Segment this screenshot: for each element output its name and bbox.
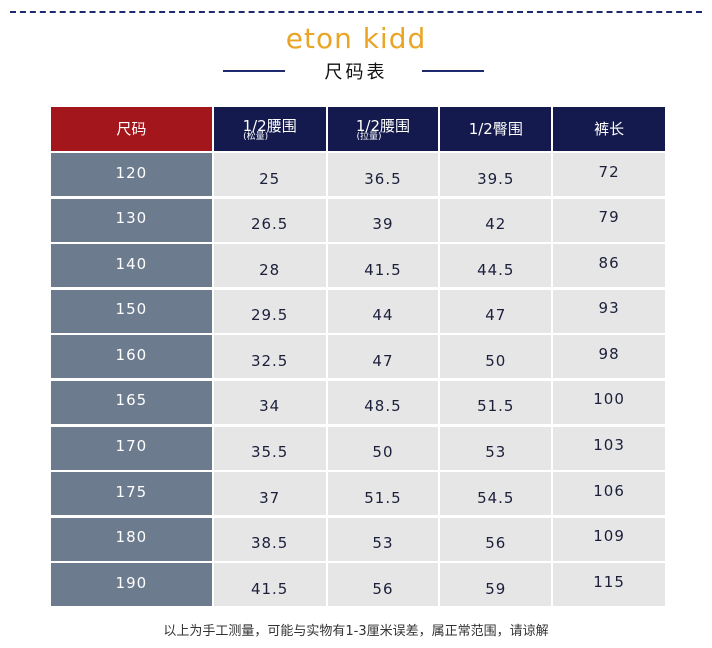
cell-waist-stretched: 48.5 [327, 380, 439, 424]
cell-waist-relaxed: 26.5 [213, 198, 326, 242]
cell-waist-stretched: 41.5 [327, 244, 439, 288]
cell-waist-relaxed: 32.5 [213, 335, 326, 379]
cell-size: 180 [51, 517, 212, 561]
cell-waist-relaxed: 41.5 [213, 563, 326, 607]
header-waist-relaxed-label: 1/2腰围 [242, 116, 297, 135]
table-row: 130 26.5 39 42 79 [51, 198, 665, 242]
subtitle-row: 尺码表 [0, 58, 712, 83]
header-waist-relaxed-note: (松量) [243, 131, 269, 142]
cell-waist-stretched: 51.5 [327, 472, 439, 516]
cell-waist-stretched: 44 [327, 289, 439, 333]
cell-waist-stretched: 47 [327, 335, 439, 379]
cell-waist-relaxed: 28 [213, 244, 326, 288]
table-row: 175 37 51.5 54.5 106 [51, 472, 665, 516]
cell-hip: 56 [440, 517, 552, 561]
cell-waist-relaxed: 38.5 [213, 517, 326, 561]
cell-waist-stretched: 56 [327, 563, 439, 607]
cell-waist-relaxed: 34 [213, 380, 326, 424]
cell-pant-length: 79 [553, 198, 665, 242]
table-row: 190 41.5 56 59 115 [51, 563, 665, 607]
cell-waist-stretched: 53 [327, 517, 439, 561]
cell-waist-stretched: 39 [327, 198, 439, 242]
subtitle-line-right [422, 70, 484, 72]
cell-size: 140 [51, 244, 212, 288]
size-table: 尺码 1/2腰围 (松量) 1/2腰围 (拉量) 1/2臀围 裤长 120 25 3… [51, 107, 665, 609]
header-size: 尺码 [51, 107, 212, 151]
cell-waist-relaxed: 37 [213, 472, 326, 516]
cell-pant-length: 115 [553, 563, 665, 607]
table-row: 120 25 36.5 39.5 72 [51, 153, 665, 196]
cell-pant-length: 93 [553, 289, 665, 333]
table-row: 150 29.5 44 47 93 [51, 289, 665, 333]
cell-size: 120 [51, 153, 212, 196]
cell-waist-stretched: 50 [327, 426, 439, 470]
top-dashed-divider [10, 11, 702, 13]
header-waist-stretched-note: (拉量) [356, 131, 382, 142]
table-row: 170 35.5 50 53 103 [51, 426, 665, 470]
cell-hip: 59 [440, 563, 552, 607]
table-body: 120 25 36.5 39.5 72 130 26.5 39 42 79 140 28 41.5 44.… [51, 153, 665, 607]
cell-size: 130 [51, 198, 212, 242]
cell-size: 165 [51, 380, 212, 424]
header-pant-length: 裤长 [553, 107, 665, 151]
table-header-row: 尺码 1/2腰围 (松量) 1/2腰围 (拉量) 1/2臀围 裤长 [51, 107, 665, 151]
header-pant-length-label: 裤长 [594, 120, 625, 138]
header-waist-relaxed: 1/2腰围 (松量) [213, 107, 326, 151]
cell-hip: 50 [440, 335, 552, 379]
header-hip-label: 1/2臀围 [468, 120, 523, 138]
cell-pant-length: 72 [553, 153, 665, 196]
cell-waist-relaxed: 35.5 [213, 426, 326, 470]
cell-hip: 39.5 [440, 153, 552, 196]
header-waist-stretched: 1/2腰围 (拉量) [327, 107, 439, 151]
brand-logo: eton kidd [285, 22, 427, 55]
cell-waist-stretched: 36.5 [327, 153, 439, 196]
cell-hip: 51.5 [440, 380, 552, 424]
cell-hip: 47 [440, 289, 552, 333]
header-size-label: 尺码 [116, 120, 147, 138]
cell-hip: 53 [440, 426, 552, 470]
table-row: 165 34 48.5 51.5 100 [51, 380, 665, 424]
measurement-footnote: 以上为手工测量，可能与实物有1-3厘米误差，属正常范围，请谅解 [163, 624, 549, 639]
cell-hip: 44.5 [440, 244, 552, 288]
cell-hip: 54.5 [440, 472, 552, 516]
cell-pant-length: 103 [553, 426, 665, 470]
cell-size: 175 [51, 472, 212, 516]
header-waist-stretched-label: 1/2腰围 [355, 116, 411, 135]
cell-pant-length: 109 [553, 517, 665, 561]
cell-waist-relaxed: 25 [213, 153, 326, 196]
table-row: 180 38.5 53 56 109 [51, 517, 665, 561]
cell-pant-length: 106 [553, 472, 665, 516]
cell-hip: 42 [440, 198, 552, 242]
subtitle-line-left [223, 70, 285, 72]
table-row: 140 28 41.5 44.5 86 [51, 244, 665, 288]
cell-size: 190 [51, 563, 212, 607]
cell-pant-length: 86 [553, 244, 665, 288]
cell-size: 170 [51, 426, 212, 470]
cell-size: 150 [51, 289, 212, 333]
cell-pant-length: 100 [553, 380, 665, 424]
header-hip: 1/2臀围 [440, 107, 552, 151]
cell-waist-relaxed: 29.5 [213, 289, 326, 333]
table-row: 160 32.5 47 50 98 [51, 335, 665, 379]
cell-size: 160 [51, 335, 212, 379]
cell-pant-length: 98 [553, 335, 665, 379]
size-chart-title: 尺码表 [324, 62, 388, 83]
